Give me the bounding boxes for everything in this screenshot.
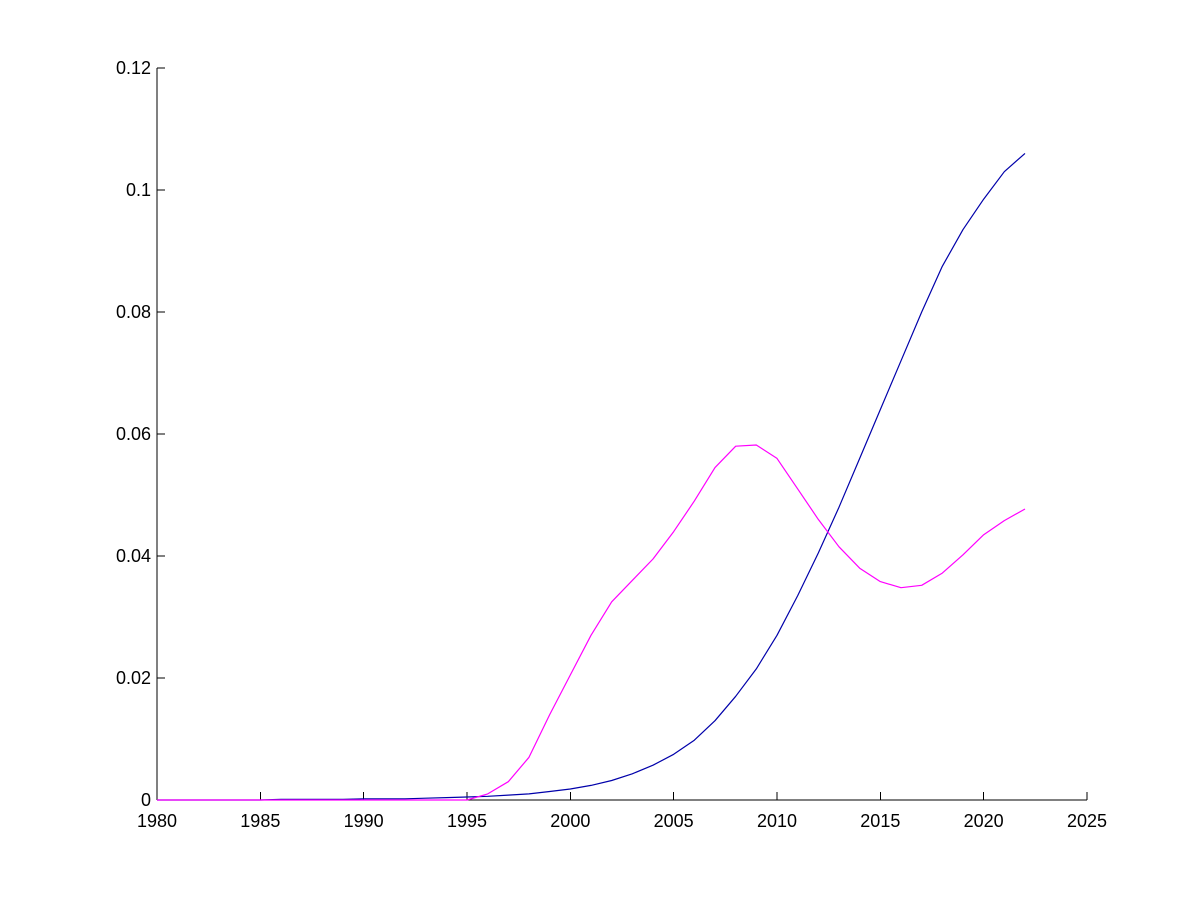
- series-layer: [157, 152, 1026, 801]
- x-tick-label: 2000: [550, 811, 590, 831]
- y-tick-label: 0: [141, 790, 151, 810]
- y-tick-label: 0.1: [126, 180, 151, 200]
- x-tick-label: 2010: [757, 811, 797, 831]
- x-tick-label: 1985: [240, 811, 280, 831]
- x-tick-label: 2005: [654, 811, 694, 831]
- x-tick-label: 1995: [447, 811, 487, 831]
- axes: 1980 1985 1990 1995 2000 2005 2010 2015 2020 2025…: [116, 58, 1107, 831]
- series-line-2: [157, 444, 1026, 801]
- series-line-1: [157, 152, 1026, 801]
- x-tick-label: 1990: [344, 811, 384, 831]
- x-tick-label: 1980: [137, 811, 177, 831]
- x-tick-label: 2015: [860, 811, 900, 831]
- y-tick-label: 0.02: [116, 668, 151, 688]
- x-tick-label: 2020: [964, 811, 1004, 831]
- y-tick-label: 0.06: [116, 424, 151, 444]
- x-tick-label: 2025: [1067, 811, 1107, 831]
- y-tick-label: 0.08: [116, 302, 151, 322]
- y-tick-label: 0.04: [116, 546, 151, 566]
- y-tick-label: 0.12: [116, 58, 151, 78]
